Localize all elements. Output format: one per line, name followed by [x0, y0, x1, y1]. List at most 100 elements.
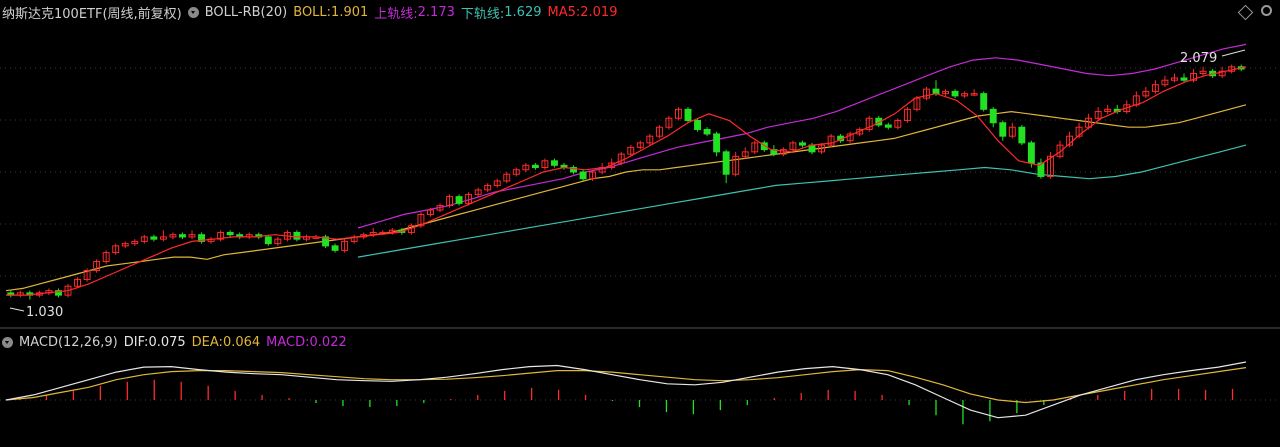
candle-body — [226, 231, 234, 236]
gear-icon[interactable] — [1261, 5, 1272, 16]
candle-body — [159, 236, 167, 240]
dea-line — [5, 367, 1247, 404]
boll-upper-line — [357, 43, 1247, 229]
min-price-arrow — [9, 307, 25, 312]
upper-value: 2.173 — [417, 4, 455, 20]
candle-body — [531, 164, 539, 169]
candle-body — [436, 205, 444, 211]
candle-body — [980, 93, 988, 110]
circle-dropdown-icon[interactable] — [187, 6, 199, 18]
candle-body — [732, 155, 740, 175]
candle-body — [827, 135, 835, 146]
candle-body — [722, 151, 730, 175]
candle-body — [102, 252, 110, 263]
candle-body — [512, 169, 520, 175]
candle-body — [760, 142, 768, 151]
candle-body — [903, 108, 911, 122]
boll-lower-line — [357, 144, 1247, 258]
candle-body — [713, 133, 721, 153]
candle-body — [1161, 79, 1169, 86]
candle-body — [865, 117, 873, 130]
candle-body — [551, 160, 558, 166]
dif-label: DIF: — [123, 334, 149, 350]
security-name: 纳斯达克100ETF(周线,前复权) — [2, 6, 182, 22]
candle-body — [1218, 70, 1226, 77]
candle-body — [789, 142, 797, 151]
candle-body — [856, 128, 864, 135]
boll-value: 1.901 — [331, 4, 369, 20]
candle-body — [894, 120, 902, 128]
candle-body — [646, 135, 654, 144]
candle-body — [1056, 144, 1064, 157]
circle-dropdown-icon[interactable] — [2, 336, 13, 348]
candle-body — [474, 189, 482, 195]
upper-label: 上轨线: — [374, 6, 418, 22]
candle-body — [655, 126, 663, 137]
candle-body — [541, 160, 549, 169]
candle-body — [608, 162, 616, 169]
candle-body — [1037, 162, 1045, 177]
dif-line — [5, 361, 1247, 419]
candle-body — [884, 124, 892, 128]
candle-body — [503, 173, 511, 182]
candle-body — [1142, 90, 1150, 97]
candle-body — [1027, 142, 1035, 164]
candle-body — [455, 196, 463, 204]
candle-body — [1075, 126, 1083, 137]
candle-body — [1094, 111, 1102, 119]
candle-body — [1151, 84, 1159, 92]
macd-label: MACD: — [266, 334, 310, 350]
candle-body — [570, 167, 577, 173]
candle-body — [169, 234, 177, 238]
candle-body — [627, 146, 635, 155]
candle-body — [55, 290, 62, 296]
candle-body — [942, 90, 949, 95]
candle-body — [417, 214, 425, 227]
dea-label: DEA: — [191, 334, 223, 350]
candle-body — [293, 231, 301, 240]
candle-body — [617, 153, 625, 164]
candle-body — [1104, 108, 1112, 113]
ma5-value: 2.019 — [580, 4, 618, 20]
candle-body — [388, 229, 396, 233]
candle-body — [846, 133, 854, 142]
dea-value: 0.064 — [222, 334, 261, 350]
boll-label: BOLL: — [293, 4, 332, 20]
max-price-arrow — [1221, 49, 1246, 57]
macd-value: 0.022 — [309, 334, 347, 350]
candle-body — [636, 142, 644, 148]
candle-body — [923, 88, 930, 99]
candle-body — [1018, 126, 1026, 144]
candle-body — [1180, 77, 1188, 81]
candle-body — [675, 108, 682, 119]
min-price-label: 1.030 — [26, 305, 63, 320]
candle-body — [140, 236, 148, 242]
candle-body — [799, 142, 806, 146]
candle-body — [1199, 70, 1207, 74]
candle-body — [274, 238, 282, 245]
candle-body — [989, 108, 997, 124]
candle-body — [217, 231, 225, 240]
candle-body — [589, 171, 597, 180]
macd-indicator-name[interactable]: MACD(12,26,9) — [19, 334, 118, 350]
candle-body — [694, 120, 701, 130]
candle-body — [341, 240, 349, 251]
candle-body — [484, 184, 492, 191]
boll-mid-line — [5, 104, 1247, 292]
dif-value: 0.075 — [148, 334, 186, 350]
lower-value: 1.629 — [504, 4, 542, 20]
candle-body — [665, 117, 673, 128]
candle-body — [83, 270, 91, 280]
candle-body — [74, 278, 81, 287]
macd-panel-header: MACD(12,26,9) DIF: 0.075 DEA: 0.064 MACD… — [2, 332, 353, 352]
candle-body — [1190, 72, 1197, 81]
candle-body — [121, 243, 129, 247]
candle-body — [188, 234, 196, 238]
candle-body — [999, 122, 1007, 137]
candle-body — [1047, 155, 1054, 177]
candle-body — [446, 196, 453, 207]
boll-indicator-name[interactable]: BOLL-RB(20) — [204, 4, 288, 20]
candle-body — [427, 209, 434, 216]
